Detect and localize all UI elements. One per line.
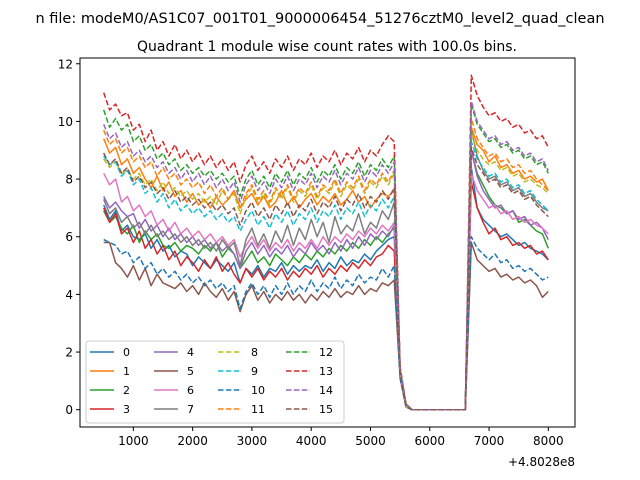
series-line-6 xyxy=(103,172,549,411)
legend-label-11: 11 xyxy=(251,403,265,416)
y-tick-label: 10 xyxy=(58,115,73,129)
x-tick-label: 1000 xyxy=(118,434,149,448)
x-tick-label: 6000 xyxy=(414,434,445,448)
x-tick-label: 2000 xyxy=(177,434,208,448)
legend-label-14: 14 xyxy=(319,384,333,397)
series-line-8 xyxy=(103,132,549,411)
series-line-14 xyxy=(103,100,549,411)
legend-label-7: 7 xyxy=(187,403,194,416)
x-axis: 1000 2000 3000 4000 5000 6000 7000 8000 xyxy=(118,427,564,448)
legend-label-13: 13 xyxy=(319,365,333,378)
legend-label-9: 9 xyxy=(251,365,258,378)
series-line-15 xyxy=(103,146,549,411)
x-tick-label: 5000 xyxy=(355,434,386,448)
y-tick-label: 4 xyxy=(65,288,73,302)
legend-label-5: 5 xyxy=(187,365,194,378)
series-line-11 xyxy=(103,117,549,411)
y-tick-label: 6 xyxy=(65,230,73,244)
series-line-1 xyxy=(103,126,549,411)
legend-label-8: 8 xyxy=(251,346,258,359)
legend-label-2: 2 xyxy=(123,384,130,397)
legend-label-10: 10 xyxy=(251,384,265,397)
y-axis: 0 2 4 6 8 10 12 xyxy=(58,57,80,417)
series-line-4 xyxy=(103,149,549,411)
legend-label-0: 0 xyxy=(123,346,130,359)
x-tick-label: 4000 xyxy=(296,434,327,448)
x-offset-label: +4.8028e8 xyxy=(508,455,575,469)
series-line-3 xyxy=(103,181,549,411)
legend-label-1: 1 xyxy=(123,365,130,378)
x-tick-label: 7000 xyxy=(474,434,505,448)
series-line-10 xyxy=(103,235,549,411)
series-layer xyxy=(102,74,549,411)
y-tick-label: 8 xyxy=(65,173,73,187)
x-tick-label: 3000 xyxy=(237,434,268,448)
series-line-5 xyxy=(103,241,549,411)
legend-label-3: 3 xyxy=(123,403,130,416)
series-line-13 xyxy=(102,74,549,411)
series-line-12 xyxy=(102,103,549,411)
plot-area: 1000 2000 3000 4000 5000 6000 7000 8000 0246810… xyxy=(58,57,576,469)
y-tick-label: 12 xyxy=(58,57,73,71)
chart-title: Quadrant 1 module wise count rates with … xyxy=(137,39,517,55)
series-line-0 xyxy=(103,166,549,411)
legend-label-15: 15 xyxy=(319,403,333,416)
plot-frame xyxy=(79,57,576,428)
x-tick-label: 8000 xyxy=(533,434,564,448)
legend-label-6: 6 xyxy=(187,384,194,397)
series-line-9 xyxy=(103,140,549,411)
y-tick-label: 2 xyxy=(65,346,73,360)
y-tick-label: 0 xyxy=(65,403,73,417)
legend-label-12: 12 xyxy=(319,346,333,359)
legend-label-4: 4 xyxy=(187,346,194,359)
legend-frame xyxy=(85,340,345,424)
figure-suptitle: n file: modeM0/AS1C07_001T01_9000006454_… xyxy=(35,11,604,27)
